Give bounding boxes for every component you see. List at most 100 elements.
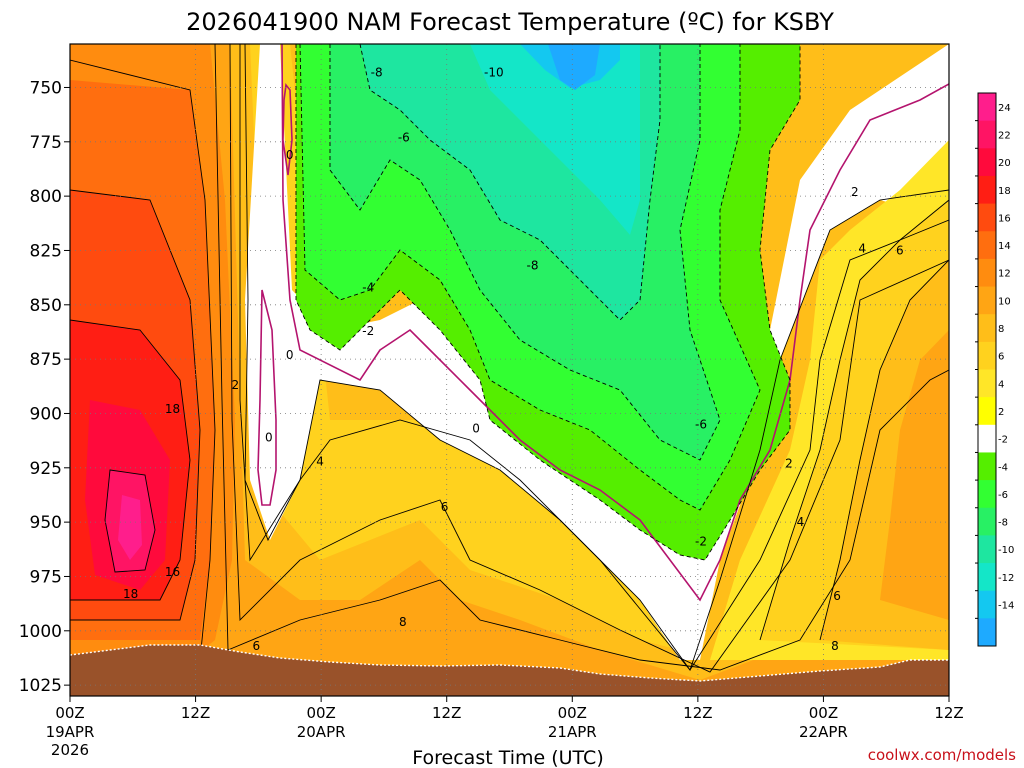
colorbar-swatch xyxy=(978,231,996,260)
contour-label: 8 xyxy=(831,639,839,653)
colorbar-swatch xyxy=(978,563,996,592)
contour-line-minus-4 xyxy=(299,44,761,511)
y-tick-label: 900 xyxy=(30,404,62,424)
contour-label: 6 xyxy=(441,500,449,514)
contour-label: -4 xyxy=(362,280,374,294)
contour-label: 2 xyxy=(851,185,859,199)
colorbar-swatch xyxy=(978,203,996,232)
y-tick-label: 750 xyxy=(30,78,62,98)
y-tick-label: 1025 xyxy=(19,676,62,696)
credit-text: coolwx.com/models xyxy=(868,746,1016,764)
fill-8 xyxy=(70,44,949,696)
y-tick-label: 825 xyxy=(30,241,62,261)
terrain-edge xyxy=(70,644,949,682)
contour-line-minus-2 xyxy=(295,44,801,561)
colorbar-level-label: -6 xyxy=(998,490,1008,501)
colorbar-swatch xyxy=(978,148,996,177)
contour-label: 0 xyxy=(265,430,273,444)
colorbar-level-label: -10 xyxy=(998,545,1014,556)
colorbar-swatch xyxy=(978,120,996,149)
colorbar-swatch xyxy=(978,590,996,619)
x-tick-label: 00Z xyxy=(809,704,838,722)
colorbar-level-label: 10 xyxy=(998,296,1011,307)
colorbar-swatch xyxy=(978,480,996,509)
y-tick-label: 875 xyxy=(30,350,62,370)
contour-label: -2 xyxy=(362,324,374,338)
colorbar-swatch xyxy=(978,397,996,426)
contour-label: 16 xyxy=(165,565,180,579)
x-tick-label: 00Z xyxy=(306,704,335,722)
contour-line-right-6 xyxy=(759,199,949,641)
colorbar-level-label: 20 xyxy=(998,158,1011,169)
contour-label: 18 xyxy=(123,587,138,601)
contour-label: 2 xyxy=(785,456,793,470)
zero-contour-3 xyxy=(282,83,293,176)
contour-label: -8 xyxy=(371,65,383,79)
contour-label: 0 xyxy=(286,148,294,162)
chart-title: 2026041900 NAM Forecast Temperature (ºC)… xyxy=(186,8,834,36)
contour-line-8 xyxy=(214,44,949,671)
x-tick-label: 12Z xyxy=(934,704,963,722)
contour-label: -6 xyxy=(398,130,410,144)
contour-labels: -10 -8 -6 -8 -4 -2 0 0 0 0 -6 -2 2 18 16 18 4 6 8 6 2 4 6 8 2 4 6 xyxy=(123,65,904,653)
colorbar-swatch xyxy=(978,369,996,398)
contour-line-minus-6 xyxy=(329,44,721,461)
x-axis-label: Forecast Time (UTC) xyxy=(412,747,603,768)
fill-zero-band xyxy=(245,44,949,660)
contour-label: -2 xyxy=(695,535,707,549)
y-tick-label: 775 xyxy=(30,133,62,153)
contour-label: -10 xyxy=(484,65,504,79)
x-tick-date: 19APR xyxy=(46,723,95,741)
colorbar-swatch xyxy=(978,452,996,481)
contour-line-2 xyxy=(244,44,949,671)
y-tick-label: 950 xyxy=(30,513,62,533)
terrain xyxy=(70,645,949,696)
colorbar-level-label: 12 xyxy=(998,269,1011,280)
colorbar-swatch xyxy=(978,314,996,343)
colorbar-level-label: 16 xyxy=(998,213,1011,224)
grid xyxy=(70,44,949,696)
colorbar-swatch xyxy=(978,286,996,315)
x-tick-date: 20APR xyxy=(297,723,346,741)
contour-label: 0 xyxy=(286,348,294,362)
contour-label: 6 xyxy=(252,639,260,653)
colorbar-level-label: 24 xyxy=(998,103,1011,114)
colorbar-swatch xyxy=(978,424,996,453)
contour-label: 4 xyxy=(858,241,866,255)
colorbar-swatch xyxy=(978,618,996,647)
contour-label: -8 xyxy=(527,259,539,273)
colorbar-level-label: 8 xyxy=(998,324,1004,335)
colorbar-level-label: 14 xyxy=(998,241,1011,252)
colorbar: 24 22 20 18 16 14 12 10 8 6 4 2 -2 -4 -6 -8 -10 -12 -14 xyxy=(975,92,1014,647)
x-tick-date: 22APR xyxy=(799,723,848,741)
y-tick-label: 800 xyxy=(30,187,62,207)
colorbar-level-label: 4 xyxy=(998,379,1004,390)
colorbar-swatch xyxy=(978,93,996,122)
contour-line-minus-8 xyxy=(359,44,661,321)
colorbar-level-label: 22 xyxy=(998,130,1011,141)
y-tick-label: 850 xyxy=(30,296,62,316)
fill-minus-12 xyxy=(470,44,640,235)
colorbar-level-label: -4 xyxy=(998,462,1008,473)
plot-area: -10 -8 -6 -8 -4 -2 0 0 0 0 -6 -2 2 18 16 18 4 6 8 6 2 4 6 8 2 4 6 xyxy=(70,44,949,696)
contour-label: 8 xyxy=(399,615,407,629)
contour-line-16 xyxy=(70,189,201,621)
colorbar-level-label: 18 xyxy=(998,186,1011,197)
contour-label: 0 xyxy=(472,422,480,436)
colorbar-level-label: 6 xyxy=(998,352,1004,363)
plot-frame xyxy=(69,43,950,697)
colorbar-level-label: -2 xyxy=(998,435,1008,446)
contour-label: 4 xyxy=(316,454,324,468)
y-tick-label: 975 xyxy=(30,567,62,587)
contour-line-12 xyxy=(70,59,216,661)
colorbar-swatch xyxy=(978,535,996,564)
x-tick-label: 12Z xyxy=(683,704,712,722)
contour-label: 18 xyxy=(165,402,180,416)
colorbar-level-label: -14 xyxy=(998,601,1014,612)
fill-right-10 xyxy=(880,330,949,620)
x-tick-label: 00Z xyxy=(55,704,84,722)
x-tick-label: 12Z xyxy=(181,704,210,722)
contour-line-6 xyxy=(229,44,949,673)
